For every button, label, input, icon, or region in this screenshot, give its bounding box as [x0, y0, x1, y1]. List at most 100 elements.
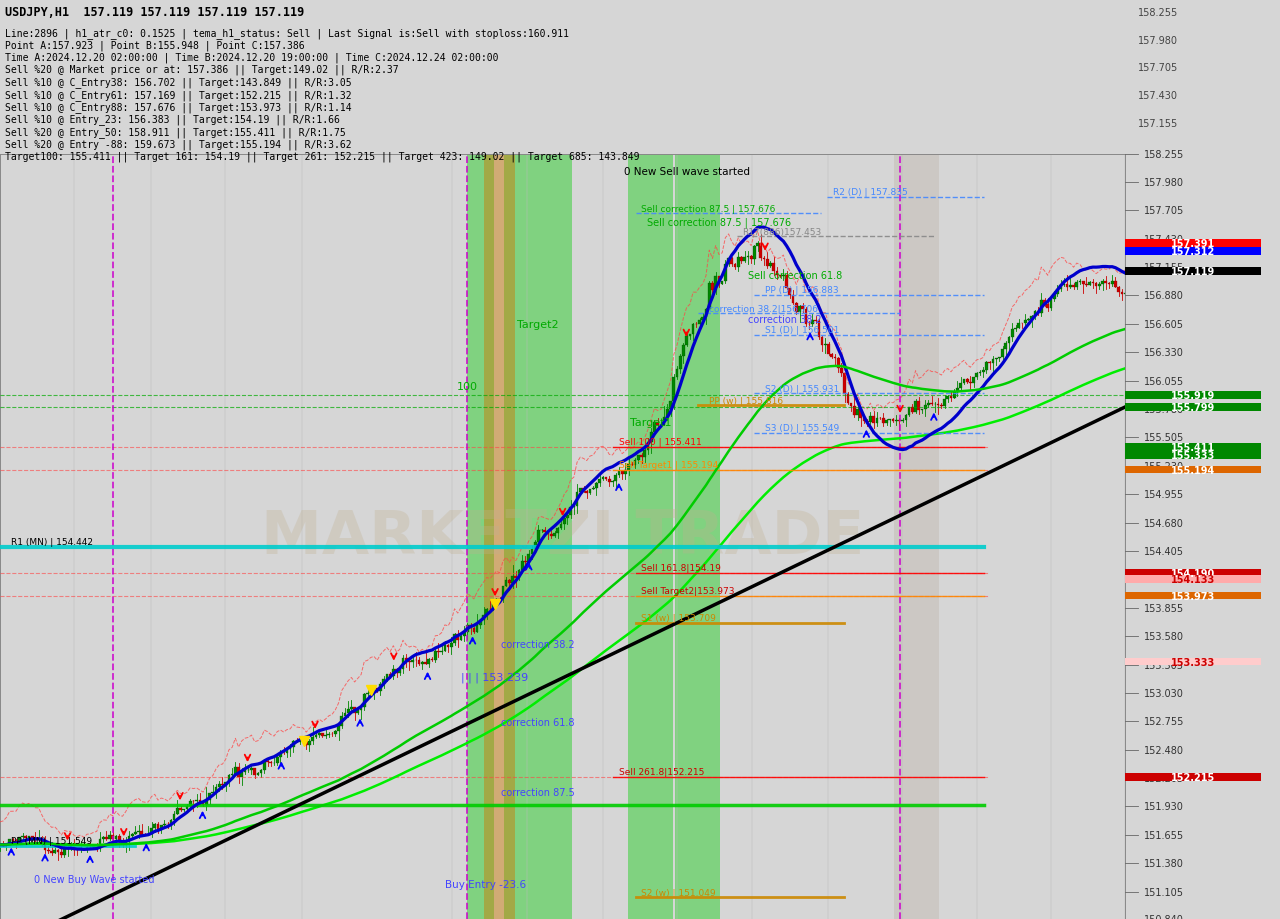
Bar: [776, 272, 778, 277]
Bar: [621, 471, 623, 475]
Text: MARKETZI TRADE: MARKETZI TRADE: [261, 507, 864, 566]
Bar: [1125, 248, 1261, 255]
Bar: [602, 478, 604, 480]
Bar: [788, 289, 791, 296]
Bar: [785, 276, 788, 289]
Bar: [12, 839, 14, 841]
Bar: [1082, 282, 1084, 285]
Bar: [241, 772, 243, 777]
Text: 153.973: 153.973: [1171, 591, 1216, 601]
Text: 0 New Sell wave started: 0 New Sell wave started: [625, 166, 750, 176]
Bar: [1125, 466, 1261, 474]
Bar: [614, 475, 617, 482]
Bar: [553, 534, 556, 537]
Bar: [421, 662, 424, 664]
Bar: [705, 309, 708, 317]
Bar: [79, 847, 82, 850]
Bar: [385, 675, 388, 679]
Bar: [396, 669, 398, 674]
Bar: [963, 380, 965, 384]
Bar: [675, 154, 721, 919]
Bar: [317, 733, 320, 735]
Bar: [625, 471, 627, 475]
Bar: [869, 416, 872, 422]
Text: R17(886)157.453: R17(886)157.453: [742, 227, 822, 236]
Bar: [712, 283, 714, 290]
Bar: [434, 652, 436, 661]
Text: Target1: Target1: [630, 418, 671, 428]
Bar: [262, 761, 266, 770]
Text: 157.155: 157.155: [1138, 119, 1178, 129]
Bar: [1088, 282, 1091, 286]
Bar: [467, 154, 494, 919]
Bar: [669, 402, 672, 410]
Text: Sell 161.8|154.19: Sell 161.8|154.19: [641, 563, 721, 573]
Bar: [111, 835, 114, 839]
Bar: [392, 669, 394, 676]
Text: PP (MN) | 151.549: PP (MN) | 151.549: [12, 836, 92, 845]
Bar: [833, 357, 836, 358]
Text: correction 38.2: correction 38.2: [500, 640, 575, 650]
Text: R1 (MN) | 154.442: R1 (MN) | 154.442: [12, 538, 93, 547]
Bar: [243, 770, 246, 772]
Bar: [689, 335, 691, 337]
Text: 156.605: 156.605: [1144, 320, 1184, 330]
Bar: [1001, 350, 1004, 357]
Bar: [653, 422, 655, 432]
Text: 152.480: 152.480: [1144, 745, 1184, 754]
Bar: [591, 488, 594, 490]
Bar: [982, 370, 984, 372]
Bar: [511, 577, 515, 584]
Text: Sell Target2|153.973: Sell Target2|153.973: [641, 586, 735, 596]
Bar: [315, 735, 317, 737]
Bar: [128, 836, 131, 842]
Text: Sell correction 61.8: Sell correction 61.8: [749, 270, 842, 280]
Text: correction 61.8: correction 61.8: [500, 717, 575, 727]
Bar: [417, 660, 420, 664]
Bar: [470, 625, 472, 629]
Bar: [86, 846, 88, 850]
Bar: [795, 303, 797, 312]
Bar: [202, 803, 205, 805]
Bar: [141, 832, 143, 834]
Bar: [444, 645, 447, 651]
Bar: [627, 465, 630, 471]
Bar: [646, 443, 649, 450]
Bar: [1125, 240, 1261, 247]
Bar: [253, 768, 256, 775]
Bar: [924, 406, 927, 410]
Text: USDJPY,H1  157.119 157.119 157.119 157.119: USDJPY,H1 157.119 157.119 157.119 157.11…: [5, 6, 303, 19]
Text: 156.880: 156.880: [1144, 291, 1184, 301]
Bar: [256, 774, 260, 775]
Bar: [18, 837, 20, 842]
Bar: [479, 620, 481, 625]
Bar: [179, 809, 182, 810]
Bar: [485, 609, 488, 615]
Bar: [205, 800, 207, 805]
Bar: [882, 419, 884, 424]
Bar: [672, 377, 675, 402]
Bar: [544, 530, 547, 532]
Bar: [576, 493, 579, 506]
Bar: [1124, 293, 1126, 294]
Text: Sell %20 @ Entry_50: 158.911 || Target:155.411 || R/R:1.75: Sell %20 @ Entry_50: 158.911 || Target:1…: [5, 127, 346, 138]
Bar: [805, 310, 808, 324]
Bar: [453, 634, 456, 644]
Bar: [1039, 301, 1043, 314]
Text: 157.155: 157.155: [1144, 263, 1184, 273]
Bar: [56, 850, 59, 852]
Text: 155.799: 155.799: [1171, 403, 1216, 413]
Bar: [812, 321, 814, 324]
Bar: [863, 419, 865, 422]
Text: Sell Target1 | 155.194: Sell Target1 | 155.194: [618, 460, 718, 470]
Text: Target2: Target2: [517, 320, 558, 330]
Bar: [589, 490, 591, 494]
Text: Sell 261.8|152.215: Sell 261.8|152.215: [618, 767, 704, 777]
Text: 157.980: 157.980: [1144, 177, 1184, 187]
Bar: [349, 708, 353, 709]
Bar: [772, 264, 776, 272]
Bar: [678, 357, 681, 369]
Bar: [102, 837, 105, 839]
Text: 155.919: 155.919: [1171, 391, 1216, 401]
Bar: [1125, 391, 1261, 399]
